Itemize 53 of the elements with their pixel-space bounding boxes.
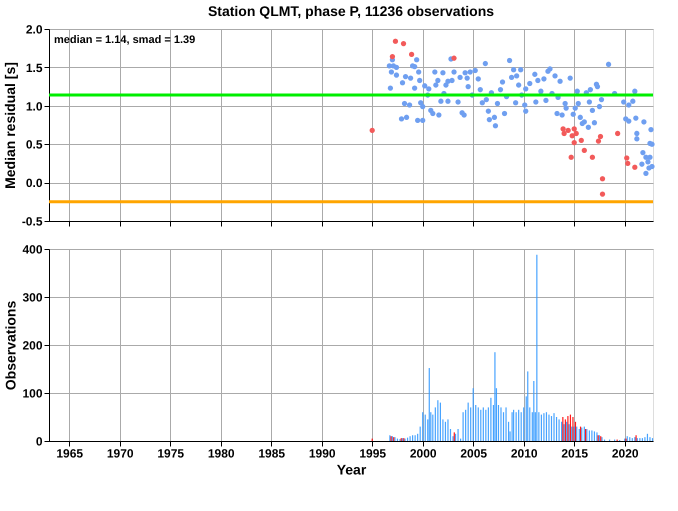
y-tick-label: 300 bbox=[22, 290, 43, 304]
y-tick-label: 1.0 bbox=[26, 99, 43, 114]
point bbox=[560, 126, 566, 132]
x-tick-label: 1990 bbox=[308, 446, 336, 460]
point bbox=[570, 133, 575, 138]
y-axis-title: Observations bbox=[2, 300, 18, 390]
y-tick-label: -0.5 bbox=[22, 214, 43, 228]
y-tick-label: 200 bbox=[22, 338, 43, 352]
point bbox=[566, 128, 571, 134]
x-tick-label: 1980 bbox=[208, 446, 235, 460]
y-tick-label: 0.0 bbox=[26, 176, 43, 190]
x-tick-label: 2005 bbox=[460, 446, 488, 460]
x-tick-label: 2000 bbox=[410, 446, 437, 460]
x-tick-label: 2020 bbox=[612, 446, 639, 460]
x-tick-label: 2015 bbox=[561, 446, 588, 460]
x-tick-label: 1975 bbox=[157, 446, 184, 460]
point bbox=[392, 38, 398, 44]
point bbox=[615, 130, 620, 136]
y-tick-label: 2.0 bbox=[26, 22, 43, 36]
x-tick-label: 1970 bbox=[106, 446, 134, 460]
point bbox=[370, 128, 375, 134]
point bbox=[561, 130, 567, 136]
x-tick-label: 1965 bbox=[56, 446, 84, 460]
y-tick-label: 100 bbox=[22, 386, 43, 400]
point bbox=[596, 138, 602, 144]
point bbox=[590, 154, 596, 160]
point bbox=[582, 148, 587, 153]
point bbox=[600, 176, 606, 182]
point bbox=[568, 154, 574, 160]
point bbox=[624, 155, 630, 161]
point bbox=[598, 134, 604, 140]
x-tick-label: 1985 bbox=[258, 446, 286, 460]
point bbox=[625, 160, 630, 166]
x-axis-title: Year bbox=[336, 462, 367, 478]
point bbox=[390, 54, 396, 60]
y-tick-label: 400 bbox=[22, 242, 43, 256]
x-tick-label: 2010 bbox=[510, 446, 538, 460]
y-tick-label: 1.5 bbox=[26, 60, 43, 75]
chart-title: Station QLMT, phase P, 11236 observations bbox=[208, 3, 494, 19]
point bbox=[578, 138, 584, 143]
y-tick-label: 0.5 bbox=[26, 138, 43, 152]
point bbox=[451, 56, 457, 61]
point bbox=[574, 130, 579, 136]
point bbox=[600, 191, 606, 197]
point bbox=[400, 40, 406, 46]
y-tick-label: 0 bbox=[36, 434, 43, 448]
point bbox=[572, 140, 577, 146]
point bbox=[632, 164, 638, 170]
point bbox=[572, 126, 577, 132]
annotation: median = 1.14, smad = 1.39 bbox=[54, 34, 196, 46]
y-axis-title: Median residual [s] bbox=[2, 62, 18, 189]
x-tick-label: 1995 bbox=[359, 446, 386, 460]
point bbox=[408, 52, 414, 57]
